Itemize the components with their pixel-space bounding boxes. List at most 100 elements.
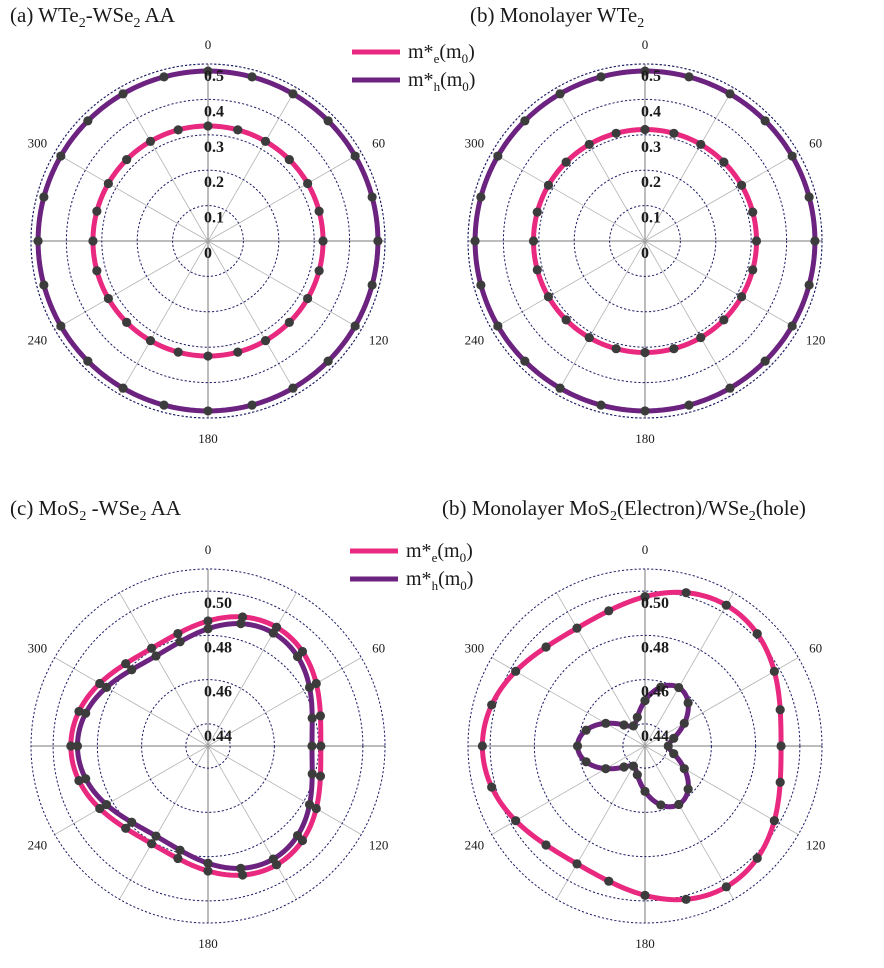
legend-label-hole: m*h(m0) (408, 69, 475, 94)
data-point-hole (572, 741, 583, 751)
data-point-electron (203, 616, 213, 626)
legend-text: ) (468, 41, 475, 63)
legend-text: h (434, 79, 441, 94)
grid-circle (489, 590, 801, 902)
data-point-hole (476, 280, 486, 290)
angle-tick-label: 0 (205, 37, 212, 52)
data-point-electron (584, 139, 594, 150)
angle-tick-label: 180 (198, 936, 218, 951)
data-point-electron (611, 128, 621, 138)
data-point-hole (684, 400, 694, 410)
radial-tick-label: 0 (641, 245, 649, 262)
angle-tick-label: 300 (28, 641, 48, 656)
title-part: (a) WTe (10, 3, 79, 27)
data-point-hole (520, 356, 530, 366)
data-point-hole (118, 383, 128, 393)
data-point-hole (203, 66, 213, 76)
data-point-electron (121, 823, 131, 833)
data-point-hole (83, 356, 93, 366)
data-point-electron (103, 293, 113, 304)
polar-spoke (491, 240, 646, 330)
title-part: (c) MoS (10, 496, 79, 520)
grid-circle (101, 134, 315, 348)
data-point-electron (719, 157, 729, 167)
angle-tick-labels: 0 60 120 180 240 300 (465, 37, 826, 446)
polar-spokes (468, 569, 822, 923)
data-point-electron (681, 894, 691, 904)
data-point-hole (292, 651, 303, 662)
polar-spokes (468, 64, 822, 418)
data-point-electron (776, 741, 786, 751)
polar-spoke (491, 152, 646, 242)
polar-spoke (207, 87, 297, 242)
legend-text: 0 (460, 578, 467, 593)
data-point-hole (663, 741, 673, 751)
data-point-hole (684, 72, 694, 82)
radial-tick-label: 0.2 (641, 174, 661, 191)
radial-tick-label: 0.4 (204, 103, 224, 120)
radial-tick-label: 0.44 (204, 728, 232, 745)
outer-circle (467, 63, 823, 419)
data-point-electron (541, 840, 551, 850)
data-point-electron (751, 236, 762, 246)
radial-tick-label: 0.1 (641, 210, 661, 227)
polar-panel-b: 0 0.1 0.2 0.3 0.4 0.5 0 60 120 180 240 300 (b) Monol… (465, 3, 826, 446)
data-point-electron (721, 600, 731, 610)
data-point-electron (145, 136, 156, 146)
data-point-electron (233, 347, 243, 357)
data-point-electron (487, 782, 497, 792)
angle-tick-label: 120 (806, 333, 826, 348)
data-point-hole (81, 774, 91, 784)
data-point-electron (669, 128, 679, 138)
grid-circle (538, 134, 752, 348)
grid-circle (533, 634, 757, 858)
data-point-hole (367, 192, 377, 202)
data-point-hole (151, 831, 161, 841)
panel-title: (a) WTe2-WSe2 AA (10, 3, 176, 31)
legend-text: (m (440, 69, 463, 91)
angle-tick-label: 240 (28, 333, 48, 348)
legend-text: m* (408, 41, 434, 63)
data-point-electron (748, 265, 758, 275)
data-point-hole (33, 236, 43, 246)
data-point-electron (311, 803, 321, 814)
panel-title: (c) MoS2 -WSe2 AA (10, 496, 182, 524)
data-point-hole (656, 800, 666, 810)
data-point-electron (681, 588, 691, 598)
polar-spoke (207, 657, 362, 747)
data-point-electron (543, 180, 554, 190)
angle-tick-label: 60 (372, 641, 385, 656)
data-point-electron (769, 816, 779, 826)
polar-spoke (207, 592, 297, 747)
data-point-hole (581, 757, 591, 767)
data-point-hole (640, 406, 650, 416)
data-point-hole (323, 356, 333, 366)
polar-spoke (644, 240, 799, 330)
data-point-hole (669, 733, 679, 743)
legend-label-electron: m*e(m0) (408, 41, 475, 66)
data-point-electron (145, 336, 156, 346)
data-point-hole (203, 406, 213, 416)
data-point-hole (674, 682, 684, 693)
radial-tick-label: 0.5 (204, 68, 224, 85)
polar-spoke (556, 592, 646, 747)
radial-tick-label: 0.44 (641, 728, 669, 745)
legend-top: m*e(m0) m*h(m0) (352, 41, 475, 94)
data-point-electron (584, 332, 594, 343)
data-point-electron (203, 351, 213, 361)
data-point-hole (476, 192, 486, 202)
grid-circle (52, 590, 364, 902)
legend-text: m* (406, 540, 432, 562)
grid-circle (65, 98, 351, 384)
polar-spoke (54, 152, 209, 242)
grid-circle (172, 205, 244, 277)
data-point-electron (736, 292, 747, 302)
data-point-hole (760, 116, 770, 126)
data-point-electron (303, 178, 313, 189)
grid-circle (578, 679, 712, 813)
polar-spoke (207, 240, 297, 395)
data-point-electron (769, 666, 779, 676)
outer-circle (30, 63, 386, 419)
data-point-electron (122, 155, 132, 165)
data-point-electron (315, 771, 326, 781)
